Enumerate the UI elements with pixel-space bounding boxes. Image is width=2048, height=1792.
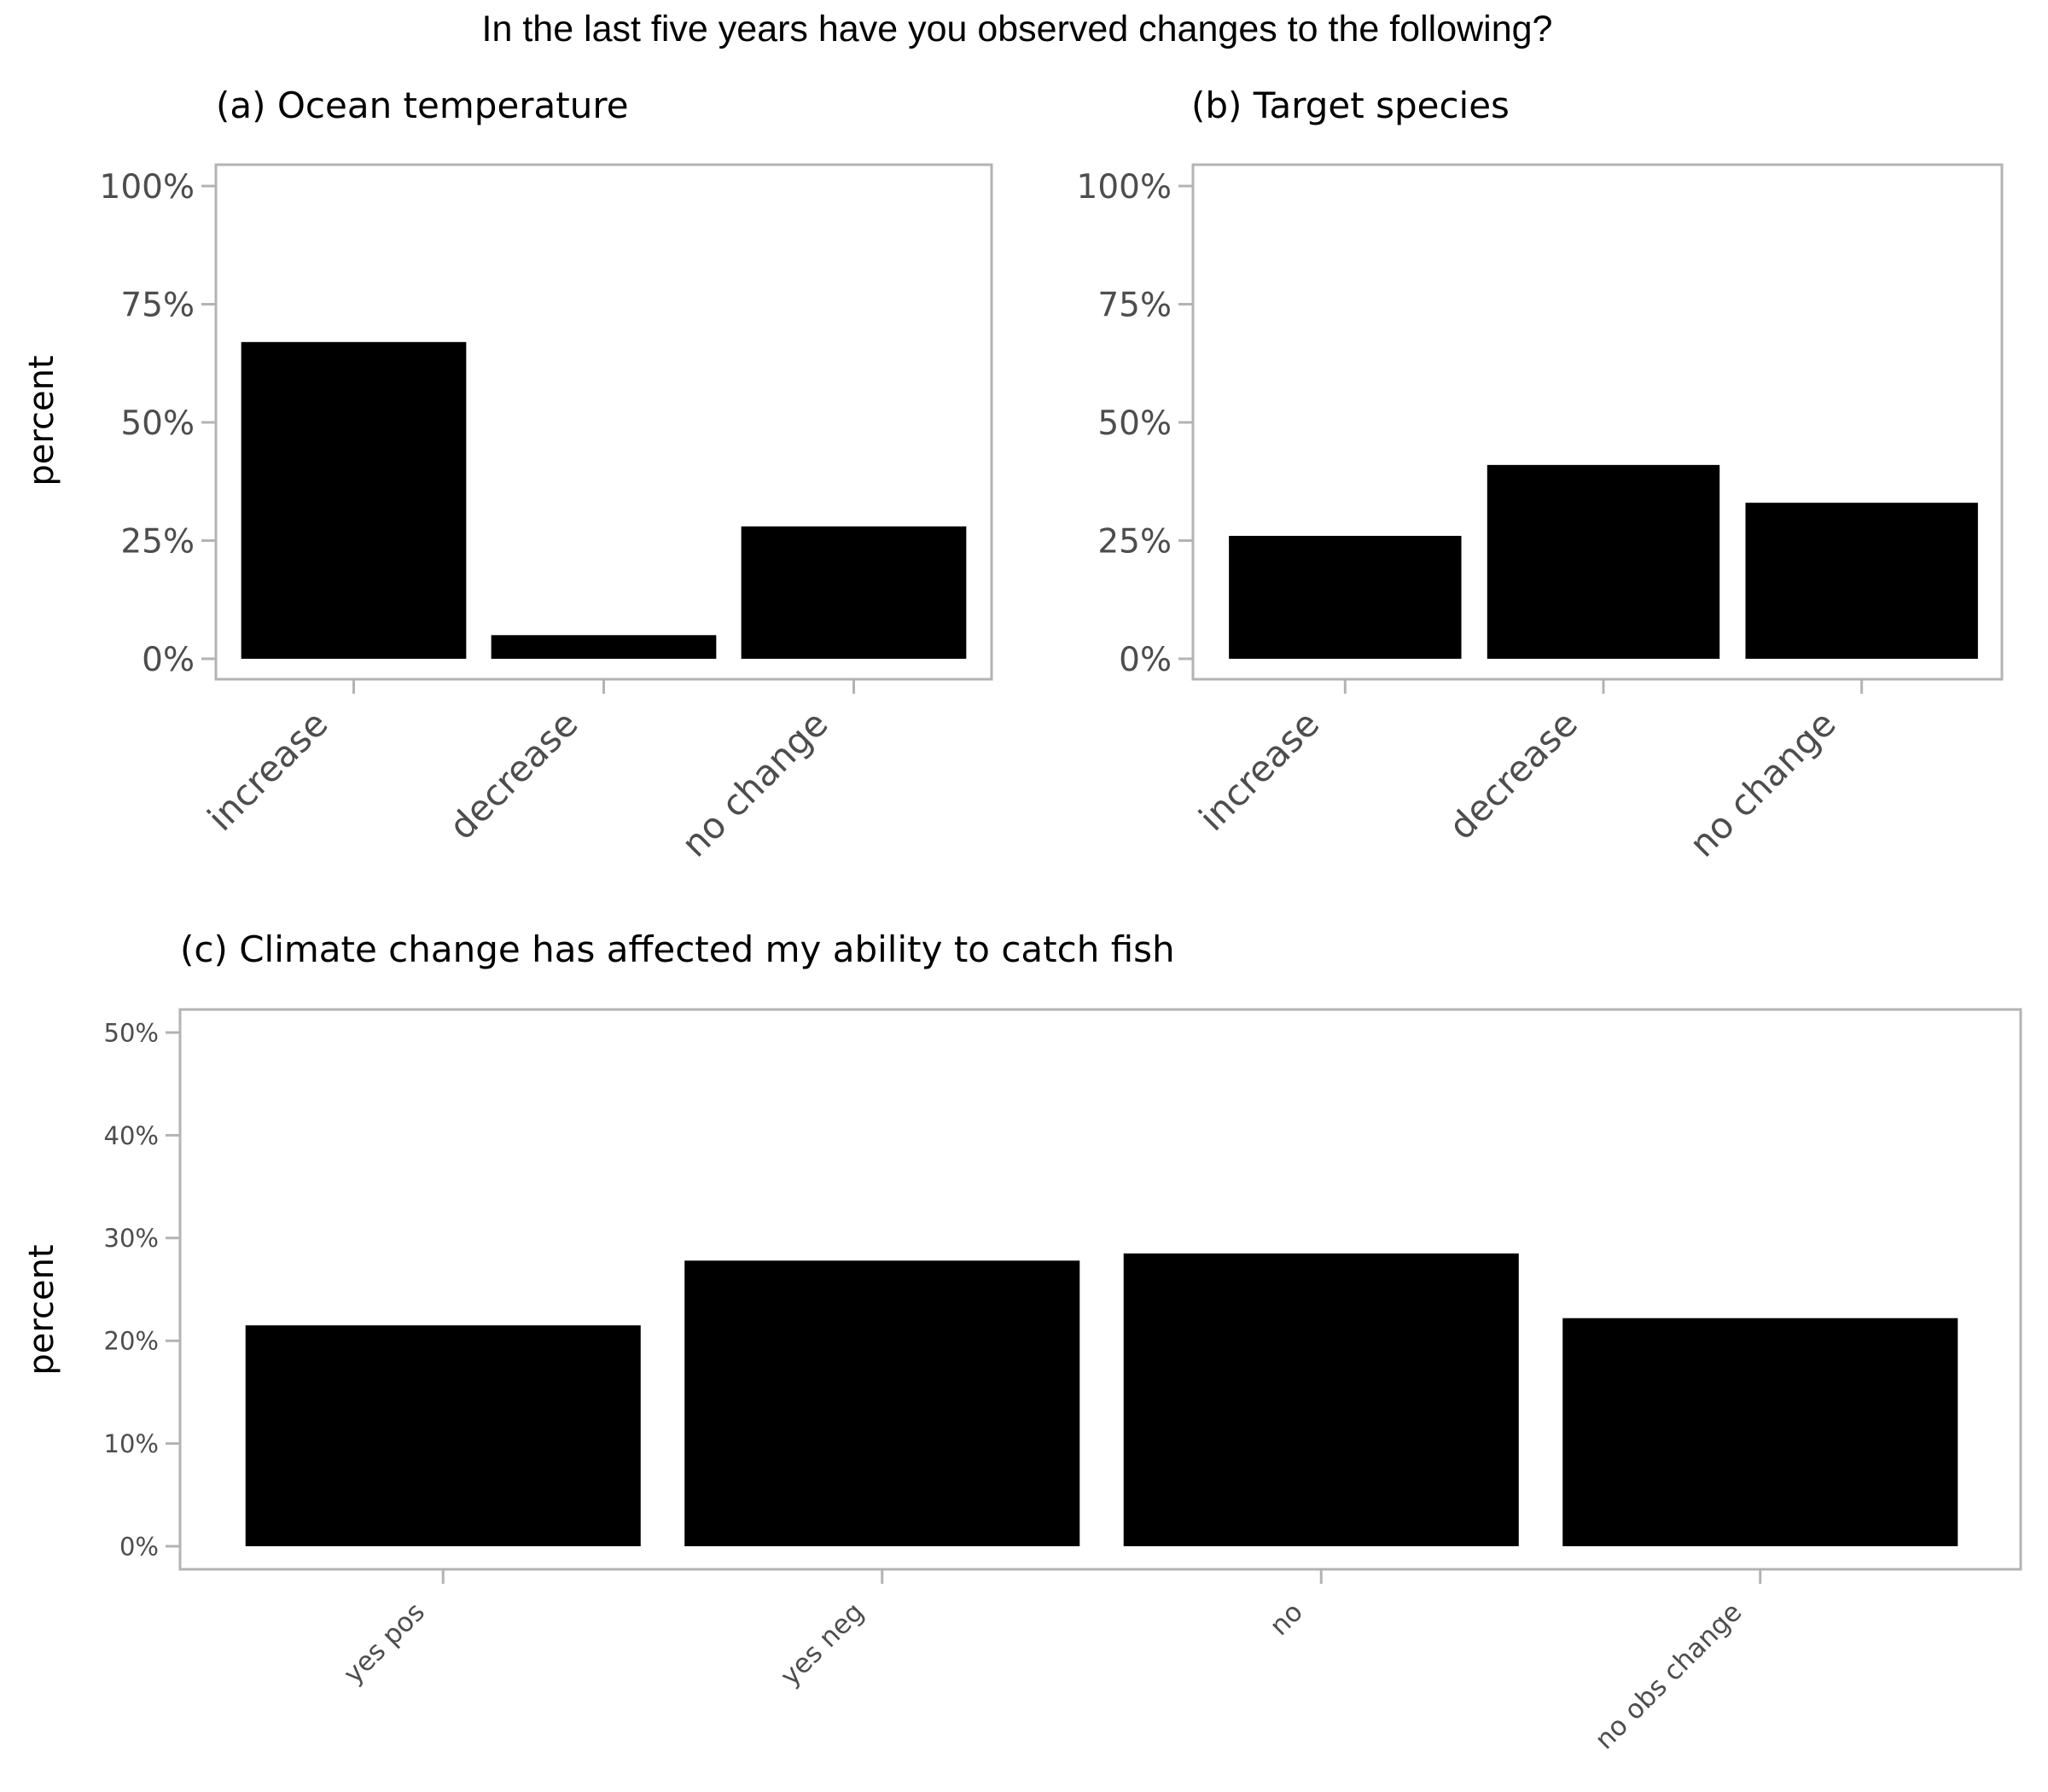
x-tick-label: decrease [441,702,586,847]
bar-decrease [491,635,717,659]
bar-no [1123,1253,1519,1546]
bar-yes-neg [684,1260,1080,1546]
y-tick-label: 50% [120,404,195,443]
bar-no-obs-change [1562,1318,1958,1546]
y-tick-label: 50% [1097,404,1172,443]
y-tick-label: 50% [104,1018,159,1047]
panel-c-ability-to-catch-fish: (c) Climate change has affected my abili… [22,928,2022,1755]
panel-title: (c) Climate change has affected my abili… [180,928,1175,970]
y-tick-label: 10% [104,1429,159,1458]
y-tick-label: 30% [104,1224,159,1253]
panel-b-target-species: (b) Target species 0% 25% 50% 75% 100% increas… [1077,84,2004,865]
panel-a-ocean-temperature: (a) Ocean temperature 0% 25% 50% 75% 100% perc… [22,84,993,865]
y-tick-label: 75% [1097,287,1172,325]
y-axis-label: percent [22,1244,61,1375]
y-tick-label: 100% [1077,168,1172,207]
x-tick-label: yes pos [338,1597,431,1690]
x-tick-label: no [1264,1597,1309,1642]
x-tick-label: increase [1191,702,1328,839]
x-tick-label: increase [200,702,336,839]
x-tick-label: decrease [1440,702,1585,847]
bar-increase [241,341,467,659]
y-tick-label: 25% [120,523,195,561]
bar-no-change [741,526,967,659]
y-tick-label: 0% [142,641,195,679]
figure-title: In the last five years have you observed… [482,9,1553,49]
bar-no-change [1745,503,1978,659]
y-tick-label: 25% [1097,523,1172,561]
panel-title: (b) Target species [1191,84,1510,126]
y-axis-label: percent [22,355,61,486]
x-tick-label: no change [673,702,835,864]
y-tick-label: 75% [120,287,195,325]
x-tick-label: yes neg [775,1597,870,1692]
x-tick-label: no change [1681,702,1843,864]
y-tick-label: 100% [100,168,195,207]
plot-frame [178,1008,2022,1571]
bar-decrease [1487,464,1720,659]
y-tick-label: 20% [104,1327,159,1356]
bar-yes-pos [245,1325,641,1546]
x-tick-label: no obs change [1589,1597,1748,1755]
y-tick-label: 0% [119,1532,159,1561]
y-tick-label: 40% [104,1121,159,1150]
y-tick-label: 0% [1119,641,1172,679]
panel-title: (a) Ocean temperature [216,84,629,126]
bar-increase [1229,535,1462,659]
